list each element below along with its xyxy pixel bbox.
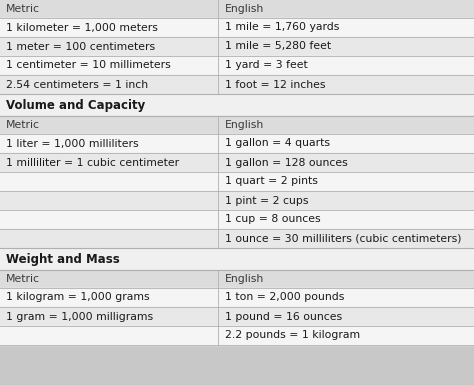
- Text: 2.2 pounds = 1 kilogram: 2.2 pounds = 1 kilogram: [225, 330, 360, 340]
- Bar: [0, 37, 474, 56]
- Text: 1 gallon = 128 ounces: 1 gallon = 128 ounces: [225, 157, 348, 167]
- Bar: [0, 0, 474, 18]
- Bar: [0, 270, 474, 288]
- Text: English: English: [225, 4, 264, 14]
- Text: Metric: Metric: [6, 274, 40, 284]
- Bar: [0, 56, 474, 75]
- Text: 1 ton = 2,000 pounds: 1 ton = 2,000 pounds: [225, 293, 345, 303]
- Text: English: English: [225, 274, 264, 284]
- Text: 1 meter = 100 centimeters: 1 meter = 100 centimeters: [6, 42, 155, 52]
- Bar: [0, 172, 474, 191]
- Text: 1 kilogram = 1,000 grams: 1 kilogram = 1,000 grams: [6, 293, 149, 303]
- Bar: [0, 134, 474, 153]
- Text: 2.54 centimeters = 1 inch: 2.54 centimeters = 1 inch: [6, 79, 148, 89]
- Text: Weight and Mass: Weight and Mass: [6, 253, 119, 266]
- Text: 1 kilometer = 1,000 meters: 1 kilometer = 1,000 meters: [6, 22, 157, 32]
- Text: 1 liter = 1,000 milliliters: 1 liter = 1,000 milliliters: [6, 139, 138, 149]
- Text: 1 pint = 2 cups: 1 pint = 2 cups: [225, 196, 309, 206]
- Text: 1 mile = 1,760 yards: 1 mile = 1,760 yards: [225, 22, 339, 32]
- Text: 1 cup = 8 ounces: 1 cup = 8 ounces: [225, 214, 321, 224]
- Bar: [0, 94, 474, 116]
- Bar: [0, 248, 474, 270]
- Bar: [0, 18, 474, 37]
- Bar: [0, 153, 474, 172]
- Bar: [0, 307, 474, 326]
- Bar: [0, 191, 474, 210]
- Text: 1 milliliter = 1 cubic centimeter: 1 milliliter = 1 cubic centimeter: [6, 157, 179, 167]
- Bar: [0, 326, 474, 345]
- Text: 1 centimeter = 10 millimeters: 1 centimeter = 10 millimeters: [6, 60, 171, 70]
- Text: 1 mile = 5,280 feet: 1 mile = 5,280 feet: [225, 42, 331, 52]
- Bar: [0, 210, 474, 229]
- Bar: [0, 229, 474, 248]
- Text: 1 quart = 2 pints: 1 quart = 2 pints: [225, 176, 318, 186]
- Text: 1 gram = 1,000 milligrams: 1 gram = 1,000 milligrams: [6, 311, 153, 321]
- Bar: [0, 116, 474, 134]
- Text: 1 gallon = 4 quarts: 1 gallon = 4 quarts: [225, 139, 330, 149]
- Text: Volume and Capacity: Volume and Capacity: [6, 99, 145, 112]
- Text: 1 pound = 16 ounces: 1 pound = 16 ounces: [225, 311, 342, 321]
- Text: 1 yard = 3 feet: 1 yard = 3 feet: [225, 60, 308, 70]
- Bar: [0, 75, 474, 94]
- Bar: [0, 288, 474, 307]
- Text: Metric: Metric: [6, 4, 40, 14]
- Text: 1 foot = 12 inches: 1 foot = 12 inches: [225, 79, 326, 89]
- Text: Metric: Metric: [6, 120, 40, 130]
- Text: English: English: [225, 120, 264, 130]
- Text: 1 ounce = 30 milliliters (cubic centimeters): 1 ounce = 30 milliliters (cubic centimet…: [225, 233, 462, 243]
